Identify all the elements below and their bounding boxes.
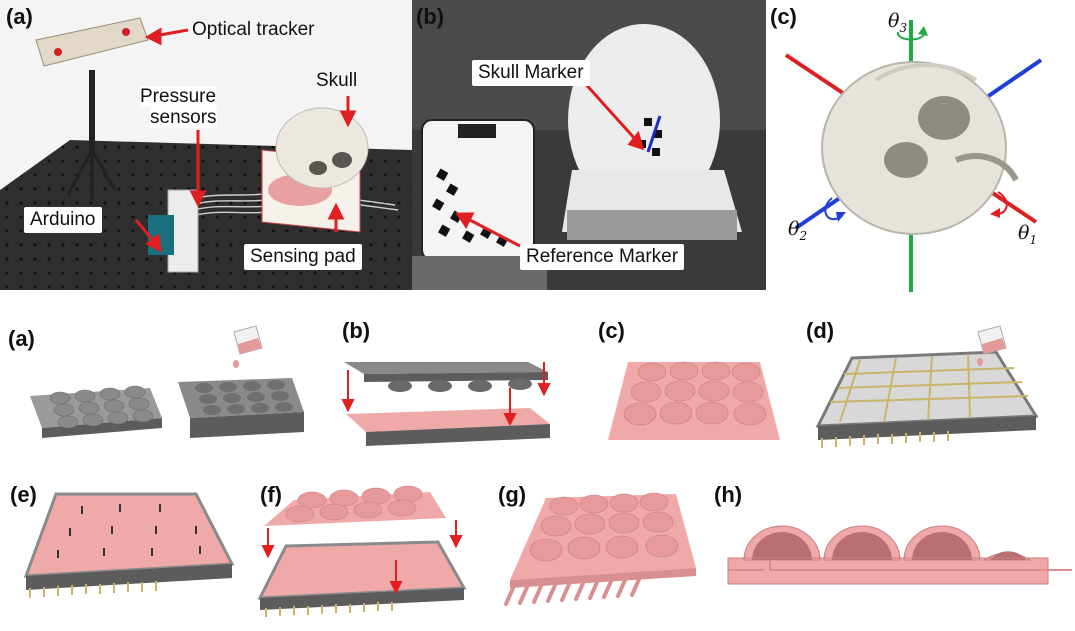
theta3-label: θ3 xyxy=(888,10,908,35)
skull-label: Skull xyxy=(316,70,358,91)
skull-render xyxy=(821,61,1019,235)
step-f-panel: (f) xyxy=(250,470,490,631)
step-f-arrows xyxy=(261,520,463,595)
step-c-panel: (c) xyxy=(584,318,794,460)
pins xyxy=(57,504,201,558)
step-label-a: (a) xyxy=(8,326,35,351)
marker-photo xyxy=(412,0,766,290)
step-g-final-pad xyxy=(504,492,696,606)
panel-label-a: (a) xyxy=(6,4,33,29)
step-label-e: (e) xyxy=(10,482,37,507)
panel-label-c: (c) xyxy=(770,4,797,29)
pressure-sensors-label-line1: Pressure xyxy=(140,86,217,107)
skull-axes-figure xyxy=(784,20,1043,292)
step-d-tray xyxy=(815,325,1039,448)
step-f-assembly xyxy=(257,485,467,617)
step-label-g: (g) xyxy=(498,482,527,507)
step-label-f: (f) xyxy=(260,482,282,507)
step-h-panel: (h) xyxy=(700,470,1075,631)
optical-tracker-label: Optical tracker xyxy=(192,19,315,40)
step-e-panel: (e) xyxy=(0,470,250,631)
step-label-c: (c) xyxy=(598,318,625,343)
step-d-panel: (d) xyxy=(800,318,1075,460)
step-label-b: (b) xyxy=(342,318,371,343)
rotation-axes-panel: (c) θ3 θ2 θ1 xyxy=(766,0,1075,300)
photo-marker-panel: (b) Skull Marker Reference Marker xyxy=(412,0,766,290)
skull-marker-label: Skull Marker xyxy=(472,60,590,86)
pressure-sensors-label-line2: sensors xyxy=(150,107,217,128)
step-label-d: (d) xyxy=(806,318,835,343)
step-b-assembly xyxy=(341,362,551,446)
tray-rods xyxy=(829,353,1029,423)
reference-marker-label: Reference Marker xyxy=(520,244,685,270)
pouring-cup-icon xyxy=(233,325,263,368)
pouring-cup-icon-d xyxy=(977,325,1007,366)
step-h-cross-section xyxy=(727,525,1072,585)
step-label-h: (h) xyxy=(714,482,743,507)
theta2-label: θ2 xyxy=(788,218,808,243)
step-e-filled-tray xyxy=(23,492,235,598)
photo-arrows xyxy=(134,27,357,253)
step-a-panel: (a) xyxy=(0,318,320,460)
photo-setup-panel: (a) Optical tracker Pressure sensors Sku… xyxy=(0,0,412,290)
step-b-arrows xyxy=(341,362,551,427)
step-g-panel: (g) xyxy=(490,470,700,631)
panel-label-b: (b) xyxy=(416,4,445,29)
marker-arrows xyxy=(455,78,645,248)
step-b-panel: (b) xyxy=(330,318,580,460)
step-a-molds xyxy=(30,325,304,438)
sensing-pad-label: Sensing pad xyxy=(244,244,362,270)
optical-tracker-device xyxy=(35,17,149,67)
pad-tubes xyxy=(504,575,642,606)
arduino-label: Arduino xyxy=(24,207,102,233)
step-c-domes xyxy=(608,361,780,440)
theta1-label: θ1 xyxy=(1018,222,1038,247)
skull-photo xyxy=(275,107,369,189)
